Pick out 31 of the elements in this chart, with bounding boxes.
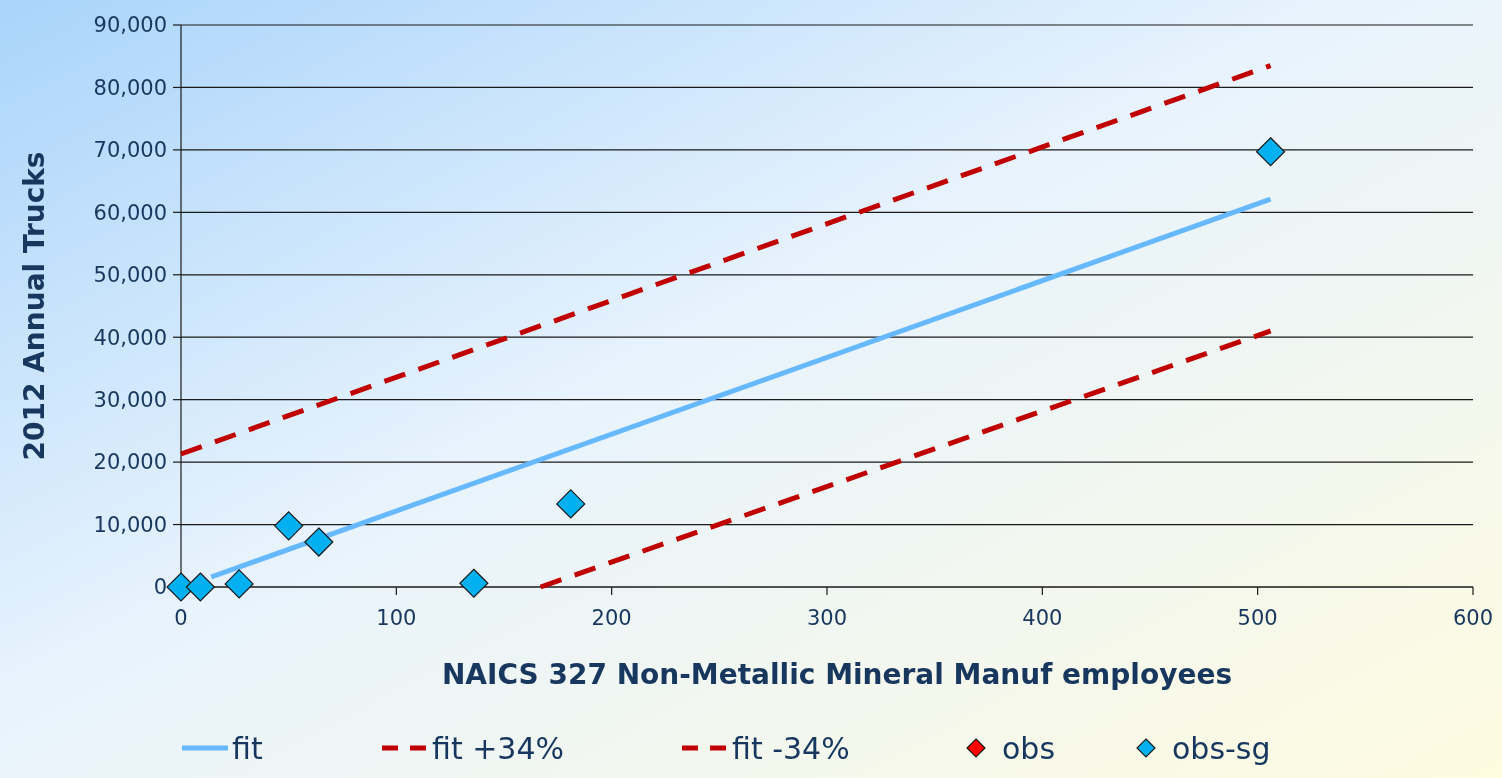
point — [556, 489, 586, 519]
x-tick-label: 100 — [376, 606, 417, 630]
x-tick-label: 400 — [1022, 606, 1063, 630]
y-tick-label: 60,000 — [93, 200, 167, 225]
x-tick-label: 200 — [591, 606, 632, 630]
y-tick-label: 90,000 — [93, 13, 167, 38]
y-tick-label: 20,000 — [93, 450, 167, 475]
point — [1255, 137, 1286, 167]
legend-label: fit — [232, 730, 263, 766]
x-tick-label: 300 — [806, 606, 848, 630]
point — [274, 511, 304, 541]
y-tick-label: 70,000 — [93, 138, 167, 163]
x-tick-label: 0 — [174, 606, 188, 630]
y-tick-label: 0 — [153, 575, 167, 600]
point — [459, 568, 489, 598]
y-tick-label: 10,000 — [93, 512, 167, 537]
point — [224, 569, 254, 599]
y-tick-label: 50,000 — [93, 263, 167, 288]
legend-label: fit +34% — [432, 730, 565, 766]
y-tick-label: 30,000 — [93, 388, 167, 413]
point — [185, 572, 215, 602]
point — [304, 527, 334, 557]
y-tick-label: 80,000 — [93, 75, 167, 100]
x-tick-label: 600 — [1452, 606, 1494, 630]
y-axis-title: 2012 Annual Trucks — [18, 151, 51, 461]
legend-label: obs — [1002, 730, 1056, 766]
x-axis-title: NAICS 327 Non-Metallic Mineral Manuf employees — [441, 658, 1233, 691]
legend-label: fit -34% — [732, 730, 850, 766]
y-tick-label: 40,000 — [93, 325, 167, 350]
legend-label: obs-sg — [1172, 730, 1271, 766]
x-tick-label: 500 — [1237, 606, 1278, 630]
